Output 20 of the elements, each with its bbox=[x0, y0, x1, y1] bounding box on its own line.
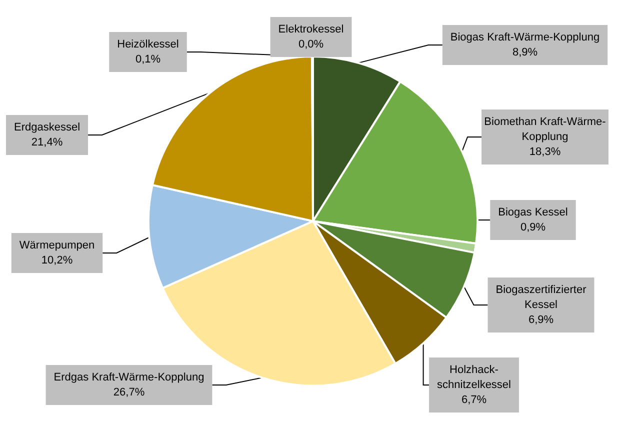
slice-label: Biomethan Kraft-Wärme-Kopplung bbox=[484, 116, 606, 143]
data-label: 8,9% bbox=[512, 46, 538, 58]
slice-label: Erdgas Kraft-Wärme-Kopplung bbox=[54, 372, 204, 384]
data-label: 26,7% bbox=[113, 386, 145, 398]
data-label: 0,1% bbox=[135, 54, 161, 66]
data-label: 21,4% bbox=[31, 136, 63, 148]
data-label: 0,9% bbox=[520, 222, 546, 234]
data-label: 10,2% bbox=[41, 254, 73, 266]
slice-label: Wärmepumpen bbox=[19, 240, 95, 252]
text: 0,0% bbox=[298, 38, 324, 50]
data-label: 6,9% bbox=[528, 314, 554, 326]
slice-label: Biogaszertifizierter Kessel bbox=[496, 284, 587, 311]
data-label: 6,7% bbox=[461, 394, 487, 406]
slice-label: Erdgaskessel bbox=[14, 122, 80, 134]
slice-label: Holzhack-schnitzelkessel bbox=[437, 364, 511, 391]
slice-label: Heizölkessel bbox=[117, 38, 179, 50]
slice-label: Biogas Kraft-Wärme-Kopplung bbox=[450, 32, 600, 44]
slice-label: Biogas Kessel bbox=[498, 206, 568, 218]
category-label: Elektrokessel bbox=[278, 24, 344, 36]
data-label: 18,3% bbox=[529, 146, 561, 158]
